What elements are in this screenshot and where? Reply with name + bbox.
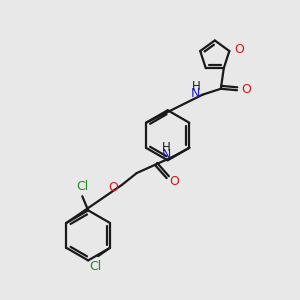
Text: O: O [241, 82, 251, 96]
Text: Cl: Cl [90, 260, 102, 273]
Text: Cl: Cl [76, 180, 88, 193]
Text: H: H [191, 80, 200, 93]
Text: O: O [169, 175, 179, 188]
Text: O: O [108, 181, 118, 194]
Text: N: N [161, 148, 171, 161]
Text: N: N [191, 87, 200, 100]
Text: O: O [235, 43, 244, 56]
Text: H: H [162, 141, 171, 154]
